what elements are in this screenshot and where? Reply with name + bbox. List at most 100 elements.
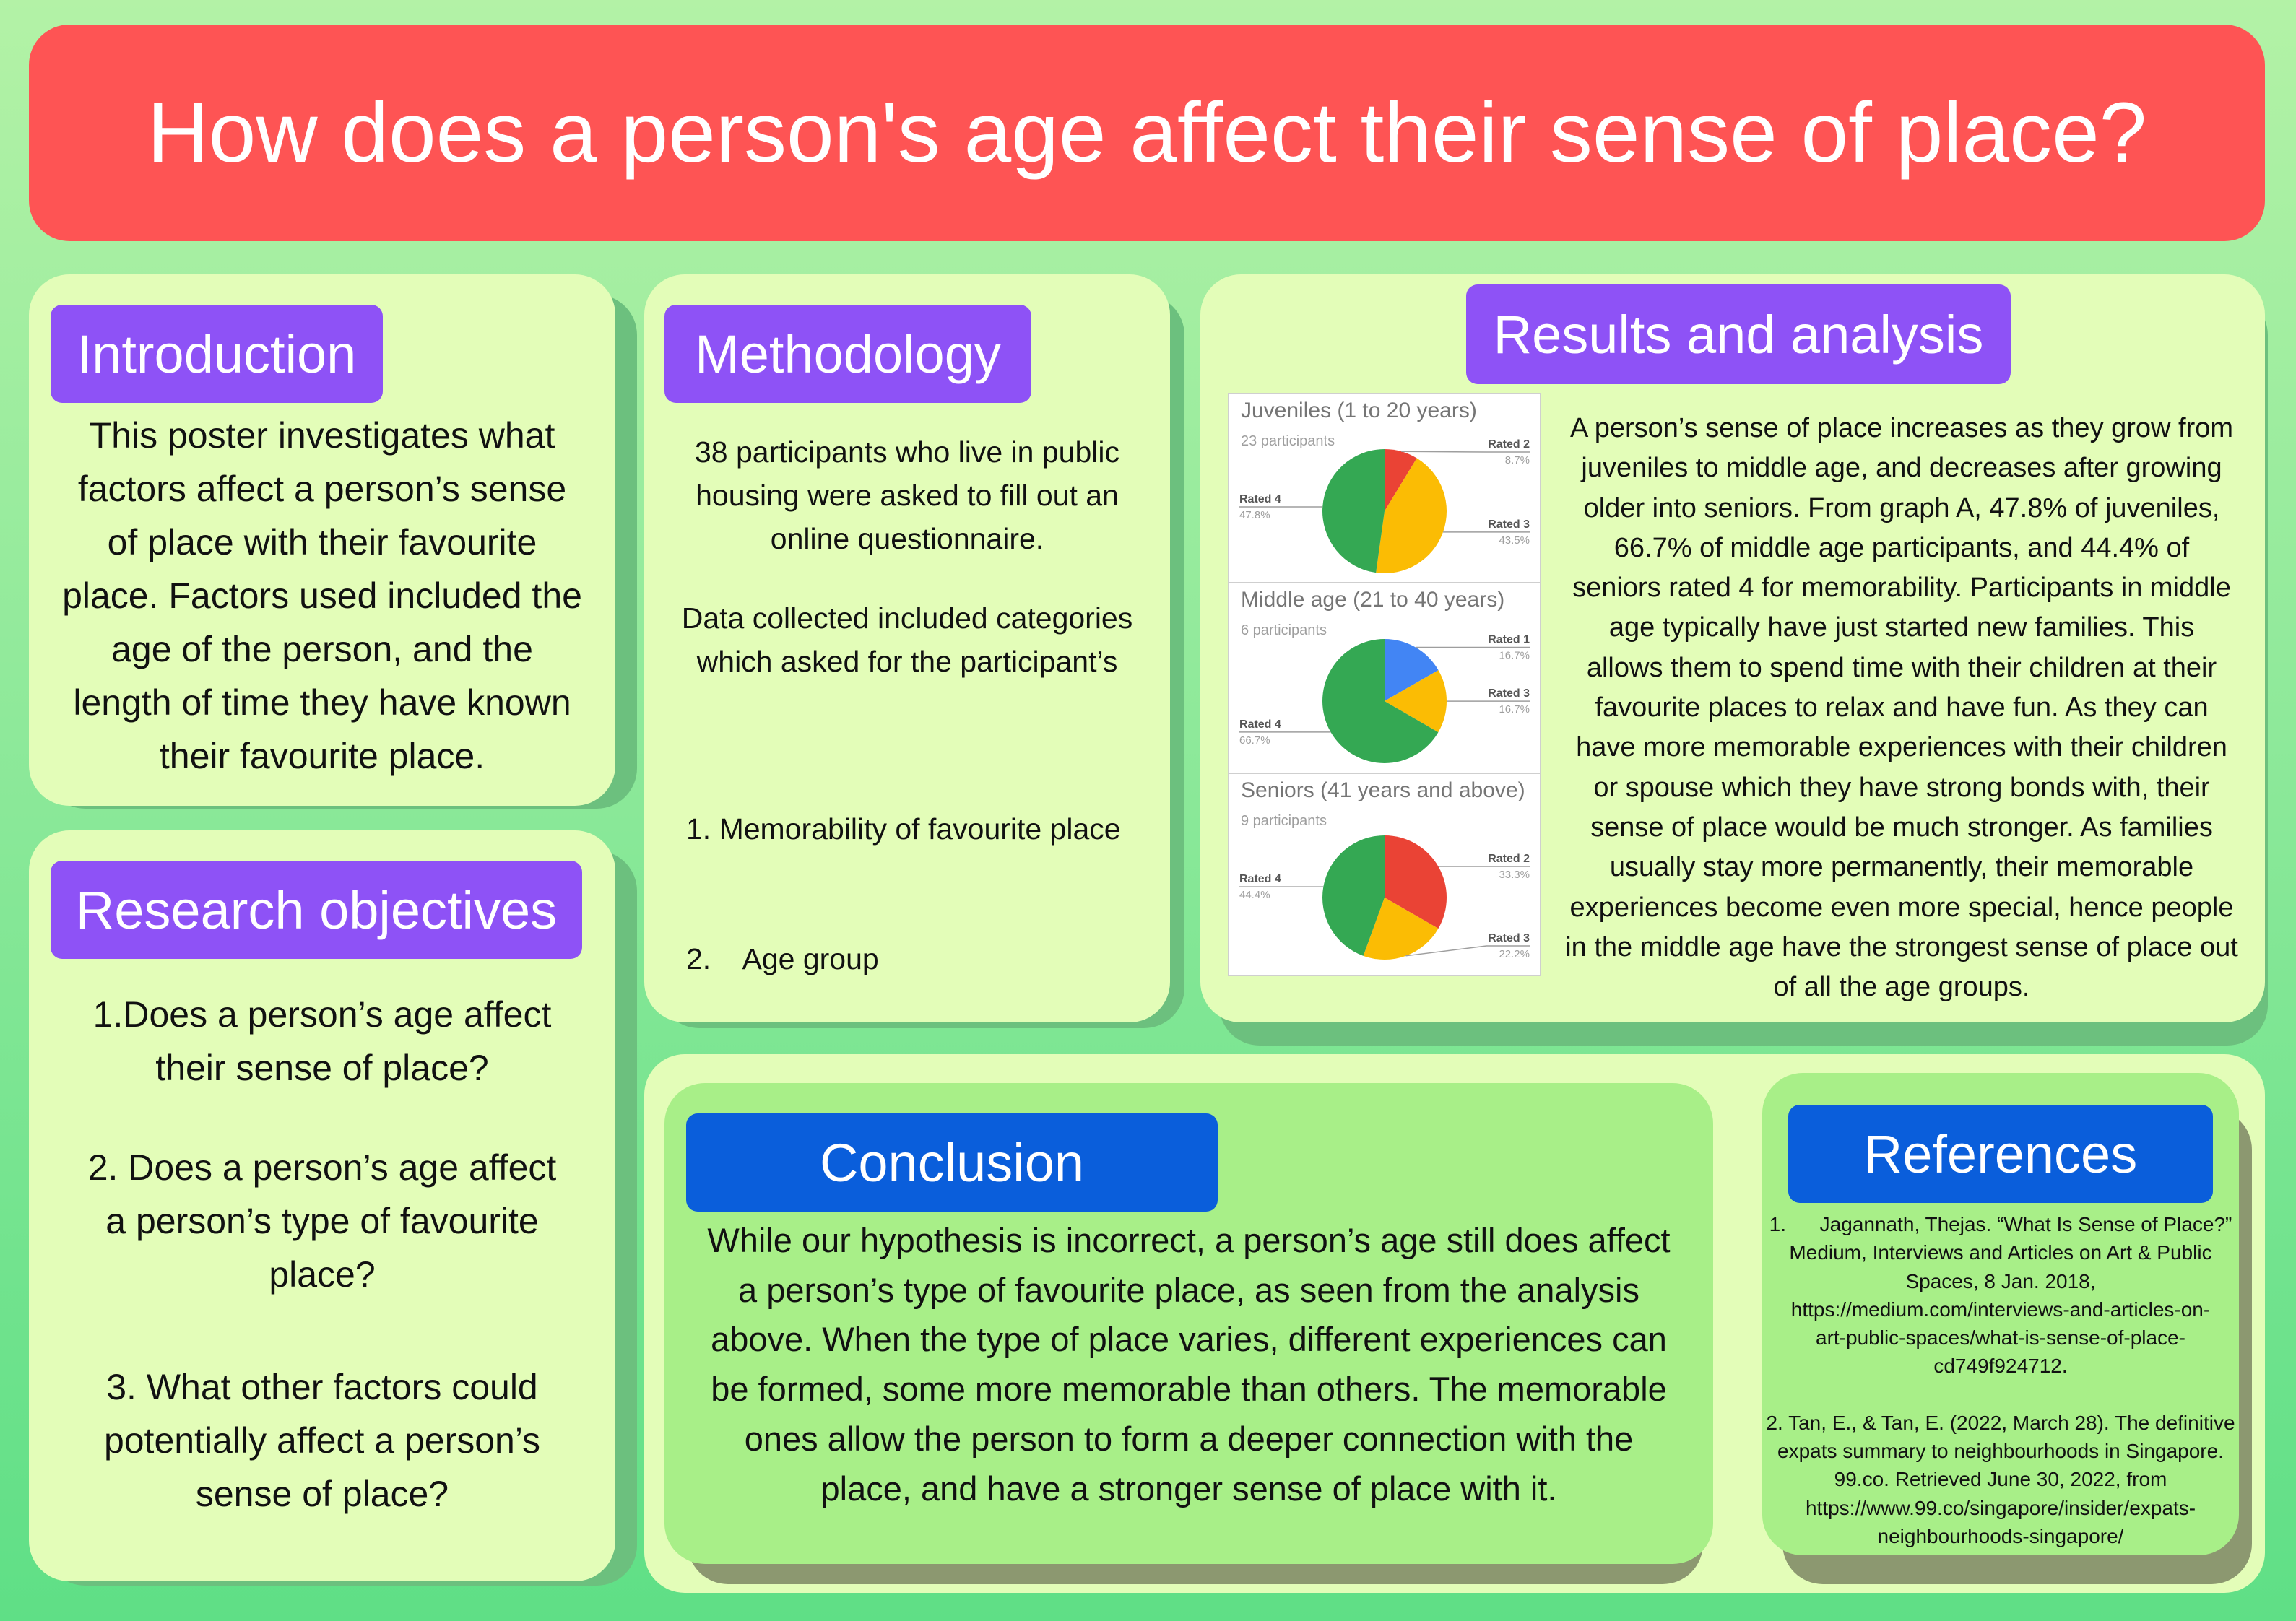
text-line: length of time they have known	[73, 682, 571, 723]
conclusion-heading: Conclusion	[686, 1113, 1218, 1212]
objective-line: 3. What other factors could	[106, 1367, 538, 1407]
pie-slice-rated-3	[1363, 898, 1439, 960]
pie-slice-rated-4	[1322, 449, 1385, 573]
slice-label: Rated 3	[1488, 687, 1530, 700]
spacer	[29, 1301, 615, 1360]
slice-label: Rated 1	[1488, 634, 1530, 646]
text-line: which asked for the participant’s	[696, 645, 1118, 678]
objective-line: their sense of place?	[155, 1048, 489, 1088]
text-line: factors affect a person’s sense	[77, 469, 567, 509]
text-line: While our hypothesis is incorrect, a per…	[707, 1221, 1671, 1259]
pie-slice-rated-4	[1322, 835, 1385, 956]
methodology-text: 38 participants who live in public housi…	[644, 430, 1170, 560]
pie-chart-seniors: Rated 2 33.3% Rated 3 22.2% Rated 4 44.4% Sen…	[1228, 773, 1541, 976]
text-line: in the middle age have the strongest sen…	[1565, 931, 2238, 962]
slice-value-label: 8.7%	[1505, 454, 1530, 466]
text-line: be formed, some more memorable than othe…	[711, 1370, 1667, 1409]
text-line: ones allow the person to form a deeper c…	[744, 1419, 1634, 1458]
objective-line: sense of place?	[195, 1474, 449, 1514]
text-line: A person’s sense of place increases as t…	[1569, 413, 2234, 443]
slice-value-label: 16.7%	[1499, 650, 1530, 662]
methodology-data-text: Data collected included categories which…	[644, 596, 1170, 683]
reference-line: Spaces, 8 Jan. 2018,	[1905, 1269, 2096, 1292]
objective-line: a person’s type of favourite	[105, 1201, 539, 1241]
text-line: have more memorable experiences with the…	[1576, 732, 2227, 763]
slice-label: Rated 4	[1239, 873, 1281, 885]
pie-chart-svg: Rated 2 8.7% Rated 3 43.5% Rated 4 47.8%	[1239, 438, 1530, 573]
reference-line: https://medium.com/interviews-and-articl…	[1790, 1298, 2211, 1321]
results-text: A person’s sense of place increases as t…	[1550, 409, 2253, 1007]
reference-line: Medium, Interviews and Articles on Art &…	[1789, 1241, 2212, 1264]
text-line: above. When the type of place varies, di…	[711, 1320, 1667, 1359]
reference-line: https://www.99.co/singapore/insider/expa…	[1805, 1496, 2196, 1519]
slice-label: Rated 3	[1488, 932, 1530, 944]
text-line: of all the age groups.	[1773, 972, 2030, 1003]
pie-chart-svg: Rated 1 16.7% Rated 3 16.7% Rated 4 66.7%	[1239, 634, 1530, 763]
methodology-list: 1. Memorability of favourite place 2. Ag…	[686, 721, 1121, 1024]
text-line: seniors rated 4 for memorability. Partic…	[1572, 573, 2231, 604]
chart-title: Middle age (21 to 40 years)	[1241, 588, 1505, 612]
introduction-heading: Introduction	[51, 305, 383, 403]
slice-value-label: 44.4%	[1239, 889, 1270, 901]
objective-line: 1.Does a person’s age affect	[92, 994, 552, 1035]
reference-line: 2. Tan, E., & Tan, E. (2022, March 28). …	[1766, 1411, 2235, 1434]
poster-title: How does a person's age affect their sen…	[147, 85, 2147, 181]
list-item: 2. Age group	[686, 942, 879, 975]
pie-slice-rated-3	[1376, 458, 1447, 573]
slice-value-label: 33.3%	[1499, 869, 1530, 881]
reference-line: 99.co. Retrieved June 30, 2022, from	[1834, 1468, 2167, 1491]
slice-value-label: 47.8%	[1239, 509, 1270, 521]
chart-title: Juveniles (1 to 20 years)	[1241, 399, 1477, 422]
text-line: sense of place would be much stronger. A…	[1590, 812, 2213, 843]
slice-value-label: 66.7%	[1239, 734, 1270, 747]
reference-line: 1. Jagannath, Thejas. “What Is Sense of …	[1769, 1213, 2232, 1235]
text-line: older into seniors. From graph A, 47.8% …	[1583, 492, 2220, 523]
text-line: age of the person, and the	[111, 629, 533, 669]
slice-label: Rated 2	[1488, 438, 1530, 451]
spacer	[1762, 1381, 2239, 1409]
reference-line: cd749f924712.	[1933, 1355, 2068, 1378]
text-line: their favourite place.	[159, 736, 485, 776]
text-line: a person’s type of favourite place, as s…	[738, 1270, 1639, 1309]
pie-slice-rated-1	[1385, 639, 1439, 701]
chart-subtitle: 9 participants	[1241, 813, 1327, 829]
chart-title: Seniors (41 years and above)	[1241, 778, 1525, 802]
references-heading: References	[1788, 1105, 2213, 1203]
objective-line: 2. Does a person’s age affect	[87, 1147, 557, 1188]
text-line: place. Factors used included the	[62, 575, 582, 616]
leader-line	[1401, 451, 1530, 453]
text-line: online questionnaire.	[770, 522, 1044, 555]
pie-chart-middle-age: Rated 1 16.7% Rated 3 16.7% Rated 4 66.7% Mid…	[1228, 582, 1541, 774]
references-list: 1. Jagannath, Thejas. “What Is Sense of …	[1762, 1210, 2239, 1550]
text-line: age typically have just started new fami…	[1608, 612, 2195, 643]
pie-slice-rated-4	[1322, 639, 1439, 763]
list-item: 1. Memorability of favourite place	[686, 812, 1121, 846]
title-banner: How does a person's age affect their sen…	[29, 25, 2265, 241]
objective-line: place?	[269, 1254, 376, 1295]
chart-subtitle: 23 participants	[1241, 433, 1335, 449]
pie-chart-svg: Rated 2 33.3% Rated 3 22.2% Rated 4 44.4%	[1239, 835, 1530, 960]
pie-slice-rated-2	[1385, 449, 1417, 511]
chart-subtitle: 6 participants	[1241, 622, 1327, 638]
research-objectives-heading: Research objectives	[51, 861, 582, 959]
introduction-text: This poster investigates what factors af…	[29, 409, 615, 783]
pie-chart-juveniles: Rated 2 8.7% Rated 3 43.5% Rated 4 47.8% Juve…	[1228, 393, 1541, 583]
slice-label: Rated 4	[1239, 493, 1281, 505]
spacer	[29, 1095, 615, 1141]
text-line: place, and have a stronger sense of plac…	[820, 1469, 1557, 1508]
text-line: This poster investigates what	[89, 415, 555, 456]
text-line: 38 participants who live in public	[695, 435, 1119, 469]
objective-line: potentially affect a person’s	[103, 1420, 541, 1461]
text-line: allows them to spend time with their chi…	[1586, 652, 2217, 683]
text-line: Data collected included categories	[681, 601, 1133, 635]
results-heading: Results and analysis	[1466, 284, 2011, 384]
text-line: juveniles to middle age, and decreases a…	[1581, 453, 2222, 484]
slice-value-label: 16.7%	[1499, 703, 1530, 716]
leader-line	[1405, 945, 1530, 957]
methodology-heading: Methodology	[664, 305, 1031, 403]
text-line: favourite places to relax and have fun. …	[1595, 692, 2209, 723]
reference-line: expats summary to neighbourhoods in Sing…	[1777, 1440, 2224, 1463]
slice-value-label: 22.2%	[1499, 948, 1530, 960]
research-objectives-list: 1.Does a person’s age affect their sense…	[29, 988, 615, 1521]
text-line: of place with their favourite	[107, 522, 537, 562]
